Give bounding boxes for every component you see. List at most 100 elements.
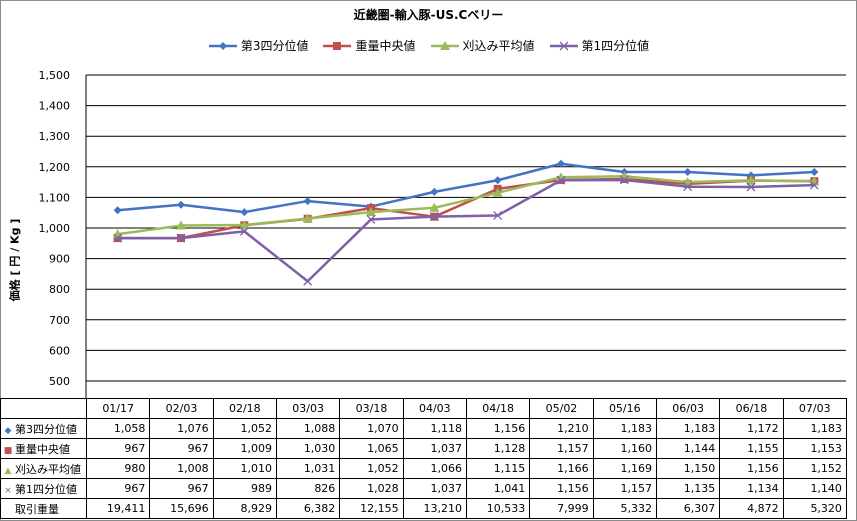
data-label: 1,009 [212, 438, 277, 459]
data-point [366, 214, 376, 224]
legend-entry: 重量中央値 [322, 37, 416, 54]
y-tick-label: 900 [49, 253, 70, 266]
data-label: 1,169 [592, 458, 657, 479]
table-row: ◆ 第3四分位値 1,058 1,076 1,052 1,088 1,070 1,118 1,1… [0, 418, 847, 439]
table-row-label: ■ 重量中央値 [0, 438, 87, 459]
data-label: 1,166 [529, 458, 594, 479]
data-point [240, 208, 249, 217]
legend-label: 刈込み平均値 [462, 39, 535, 53]
data-point [493, 210, 503, 220]
x-category-label: 06/18 [719, 398, 784, 419]
x-category-label: 02/18 [212, 398, 277, 419]
data-label: 1,183 [782, 418, 847, 439]
data-label: 19,411 [85, 498, 151, 519]
data-label: 967 [85, 478, 151, 499]
x-category-label: 02/03 [149, 398, 214, 419]
series-marker-icon: ■ [3, 445, 13, 456]
legend-label: 第3四分位値 [240, 39, 309, 53]
data-point [746, 175, 756, 185]
data-label: 1,041 [465, 478, 531, 499]
data-label: 1,157 [592, 478, 657, 499]
series-marker-icon: × [4, 485, 12, 496]
data-label: 1,183 [592, 418, 657, 439]
data-label: 1,157 [529, 438, 594, 459]
series-name: 第1四分位値 [15, 482, 77, 496]
data-table: 01/17 02/03 02/18 03/03 03/18 04/03 04/18 05/02… [0, 398, 847, 519]
x-category-label: 05/02 [529, 398, 594, 419]
data-label: 980 [85, 458, 151, 479]
y-tick-label: 1,500 [39, 69, 71, 82]
data-label: 5,320 [782, 498, 847, 519]
data-point [810, 168, 819, 177]
x-category-label: 01/17 [85, 398, 151, 419]
data-label: 1,155 [719, 438, 784, 459]
series-name: 第3四分位値 [15, 422, 77, 436]
series-line-2 [117, 177, 815, 240]
data-label: 1,156 [465, 418, 531, 439]
legend-entry: 第1四分位値 [549, 37, 650, 54]
y-tick-label: 600 [49, 344, 70, 357]
data-label: 1,076 [149, 418, 214, 439]
data-point [556, 172, 566, 182]
data-point [619, 175, 629, 185]
legend-label: 第1四分位値 [581, 39, 650, 53]
table-row: ▲ 刈込み平均値 980 1,008 1,010 1,031 1,052 1,066 1,115… [0, 458, 847, 479]
legend: 第3四分位値 重量中央値 刈込み平均値 第1四分位値 [0, 37, 857, 54]
legend-label: 重量中央値 [355, 39, 416, 53]
x-category-label: 04/03 [402, 398, 467, 419]
data-label: 1,088 [275, 418, 341, 439]
data-label: 1,210 [529, 418, 594, 439]
series-marker-icon: ◆ [4, 425, 12, 436]
series-name: 重量中央値 [15, 442, 70, 456]
data-label: 1,152 [782, 458, 847, 479]
y-tick-label: 1,300 [39, 130, 71, 143]
table-header-row: 01/17 02/03 02/18 03/03 03/18 04/03 04/18 05/02… [0, 398, 847, 419]
table-row-label: ◆ 第3四分位値 [0, 418, 87, 439]
data-point [430, 187, 439, 196]
table-corner [0, 398, 87, 419]
series-line-4 [117, 178, 815, 283]
data-label: 826 [275, 478, 341, 499]
data-label: 6,382 [275, 498, 341, 519]
data-label: 10,533 [465, 498, 531, 519]
data-label: 1,156 [529, 478, 594, 499]
table-row-label: ▲ 刈込み平均値 [0, 458, 87, 479]
data-point [176, 233, 186, 243]
data-label: 1,135 [655, 478, 721, 499]
table-row: ■ 重量中央値 967 967 1,009 1,030 1,065 1,037 1,128 1,1… [0, 438, 847, 459]
data-label: 15,696 [149, 498, 214, 519]
data-label: 1,028 [339, 478, 404, 499]
data-label: 1,037 [402, 478, 467, 499]
legend-swatch [549, 41, 578, 50]
data-label: 1,115 [465, 458, 531, 479]
data-label: 1,010 [212, 458, 277, 479]
data-label: 4,872 [719, 498, 784, 519]
legend-swatch [323, 41, 352, 50]
data-label: 1,065 [339, 438, 404, 459]
data-point [746, 182, 756, 192]
data-point [557, 159, 565, 168]
data-label: 1,128 [465, 438, 531, 459]
y-tick-label: 700 [49, 314, 70, 327]
data-label: 1,153 [782, 438, 847, 459]
y-tick-label: 500 [49, 375, 70, 388]
x-category-label: 03/03 [275, 398, 341, 419]
y-tick-label: 1,200 [39, 161, 71, 174]
data-label: 989 [212, 478, 277, 499]
data-label: 1,070 [339, 418, 404, 439]
series-line-1 [117, 162, 815, 214]
data-label: 1,031 [275, 458, 341, 479]
legend-swatch [208, 41, 237, 50]
data-point [176, 220, 186, 230]
data-label: 7,999 [529, 498, 594, 519]
x-category-label: 05/16 [592, 398, 657, 419]
data-point [366, 207, 376, 217]
data-point [302, 213, 313, 223]
data-label: 1,156 [719, 458, 784, 479]
chart-title: 近畿圏-輸入豚-US.Cベリー [353, 8, 504, 22]
legend-entry: 第3四分位値 [208, 37, 309, 54]
x-category-label: 04/18 [465, 398, 531, 419]
data-label: 1,144 [655, 438, 721, 459]
table-row: 取引重量 19,411 15,696 8,929 6,382 12,155 13,210 10… [0, 498, 847, 519]
data-label: 967 [149, 478, 214, 499]
